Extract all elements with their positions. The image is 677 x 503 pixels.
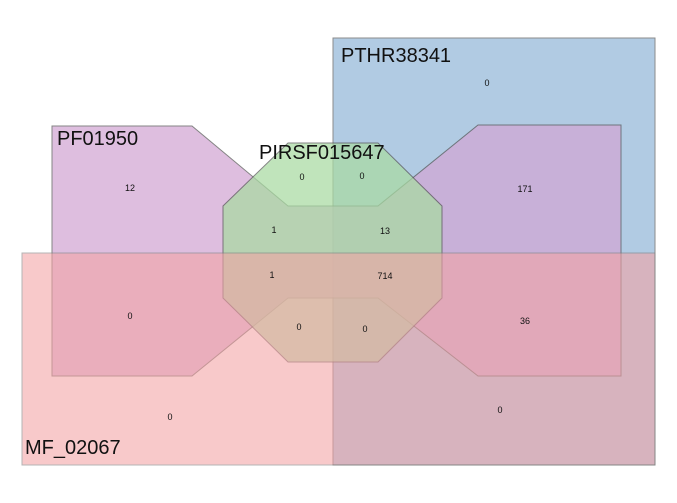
set-label-pf01950: PF01950 xyxy=(57,128,138,150)
count-pthr-only: 0 xyxy=(484,78,489,88)
count-pirsf-only: 0 xyxy=(299,172,304,182)
count-pthr-pirsf-mf: 0 xyxy=(362,324,367,334)
set-label-pirsf015647: PIRSF015647 xyxy=(259,142,385,164)
set-labels: PTHR38341 PF01950 PIRSF015647 MF_02067 xyxy=(25,45,451,459)
set-shape-mf02067 xyxy=(21,252,656,466)
count-pf-pirsf-mf: 1 xyxy=(269,270,274,280)
count-pf-only: 12 xyxy=(125,183,135,193)
count-pf-pirsf: 1 xyxy=(271,225,276,235)
count-all-four: 714 xyxy=(377,271,392,281)
count-pthr-pf-pirsf: 13 xyxy=(380,226,390,236)
region-counts: 0 12 0 0 171 1 13 1 714 0 36 0 0 0 0 xyxy=(125,78,533,422)
count-pthr-pf-mf: 36 xyxy=(520,316,530,326)
count-pthr-pf: 171 xyxy=(517,184,532,194)
count-pf-mf: 0 xyxy=(127,311,132,321)
count-pirsf-pthr: 0 xyxy=(359,171,364,181)
count-mf-only: 0 xyxy=(167,412,172,422)
count-pthr-mf: 0 xyxy=(497,405,502,415)
count-pirsf-mf: 0 xyxy=(296,322,301,332)
set-label-pthr38341: PTHR38341 xyxy=(341,45,451,67)
set-shapes xyxy=(21,37,656,466)
set-label-mf02067: MF_02067 xyxy=(25,437,121,459)
